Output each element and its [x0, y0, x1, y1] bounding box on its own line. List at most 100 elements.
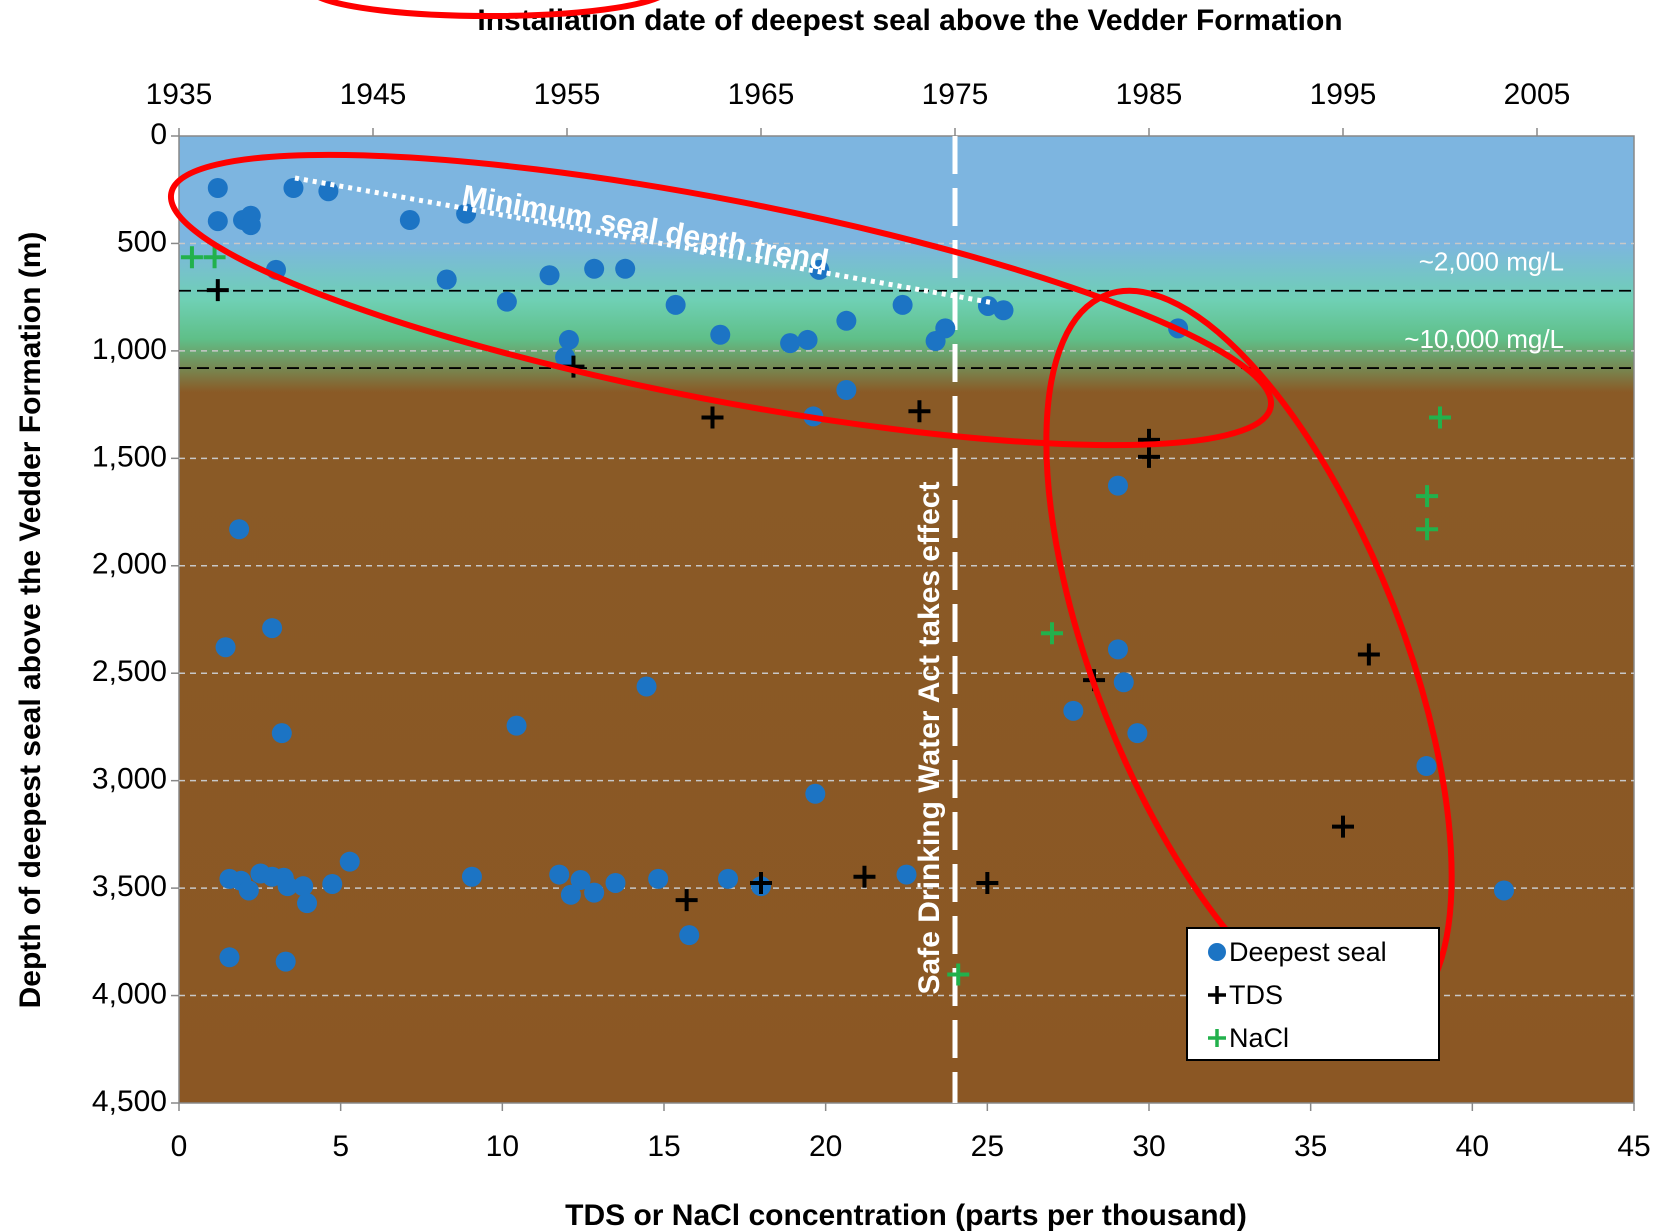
scatter-point — [1041, 622, 1063, 645]
scatter-point — [207, 211, 228, 232]
scatter-point — [836, 379, 857, 400]
legend-label: NaCl — [1229, 1023, 1289, 1053]
scatter-point — [558, 329, 579, 350]
scatter-point — [539, 265, 560, 286]
scatter-point — [675, 889, 698, 912]
y-tick-label: 3,500 — [92, 870, 167, 903]
scatter-point — [293, 876, 314, 897]
y-tick-label: 1,000 — [92, 333, 167, 366]
scatter-point — [797, 329, 818, 350]
legend-label: Deepest seal — [1229, 937, 1387, 967]
scatter-point — [1494, 880, 1515, 901]
scatter-point — [277, 876, 298, 897]
scatter-point — [496, 291, 517, 312]
scatter-point — [892, 294, 913, 315]
scatter-point — [976, 871, 999, 894]
scatter-point — [283, 178, 304, 199]
x-tick-label: 35 — [1294, 1130, 1327, 1163]
scatter-point — [1416, 518, 1439, 541]
x2-tick-label: 2005 — [1504, 78, 1571, 111]
threshold-label: ~10,000 mg/L — [1404, 324, 1564, 354]
scatter-point — [836, 310, 857, 331]
scatter-point — [238, 880, 259, 901]
scatter-point — [555, 347, 576, 368]
legend-label: TDS — [1229, 980, 1283, 1010]
x-tick-label: 10 — [486, 1130, 519, 1163]
scatter-point — [947, 963, 970, 986]
y-axis-label: Depth of deepest seal above the Vedder F… — [14, 232, 47, 1009]
x-tick-label: 30 — [1132, 1130, 1165, 1163]
x2-tick-label: 1985 — [1116, 78, 1183, 111]
scatter-point — [1107, 639, 1128, 660]
legend-marker — [1208, 943, 1226, 961]
scatter-point — [506, 715, 527, 736]
x-tick-label: 25 — [971, 1130, 1004, 1163]
y-tick-label: 1,500 — [92, 440, 167, 473]
scatter-point — [679, 925, 700, 946]
legend-box — [1186, 927, 1440, 1061]
x2-tick-label: 1955 — [534, 78, 601, 111]
x2-tick-label: 1995 — [1310, 78, 1377, 111]
y-tick-label: 2,000 — [92, 548, 167, 581]
scatter-point — [1113, 672, 1134, 693]
scatter-point — [549, 864, 570, 885]
scatter-point — [1063, 700, 1084, 721]
scatter-point — [271, 723, 292, 744]
scatter-point — [570, 869, 591, 890]
x-axis-label: TDS or NaCl concentration (parts per tho… — [565, 1199, 1247, 1231]
scatter-point — [1416, 485, 1439, 508]
x-tick-label: 0 — [171, 1130, 188, 1163]
y-tick-label: 0 — [150, 118, 167, 151]
y-tick-label: 4,500 — [92, 1085, 167, 1118]
scatter-point — [180, 246, 203, 269]
scatter-point — [297, 893, 318, 914]
threshold-label: ~2,000 mg/L — [1419, 247, 1564, 277]
scatter-point — [339, 851, 360, 872]
event-label: Safe Drinking Water Act takes effect — [913, 482, 946, 995]
scatter-point — [436, 269, 457, 290]
highlight-ellipse — [167, 151, 1275, 449]
y-tick-label: 4,000 — [92, 977, 167, 1010]
scatter-point — [322, 874, 343, 895]
x2-tick-label: 1935 — [146, 78, 213, 111]
scatter-point — [219, 947, 240, 968]
legend-marker — [1208, 986, 1226, 1004]
legend-marker — [1208, 1029, 1226, 1047]
x2-tick-label: 1975 — [922, 78, 989, 111]
scatter-point — [750, 871, 772, 894]
scatter-point — [203, 246, 226, 269]
x2-tick-label: 1945 — [340, 78, 407, 111]
scatter-point — [605, 872, 626, 893]
scatter-point — [1429, 406, 1451, 429]
x-tick-label: 5 — [332, 1130, 349, 1163]
scatter-point — [461, 866, 482, 887]
scatter-point — [584, 258, 605, 279]
y-tick-label: 2,500 — [92, 655, 167, 688]
scatter-point — [1127, 723, 1148, 744]
scatter-point — [1332, 815, 1354, 838]
scatter-point — [615, 258, 636, 279]
scatter-point — [262, 618, 283, 639]
scatter-point — [207, 178, 228, 199]
scatter-point — [718, 868, 739, 889]
scatter-point — [560, 884, 581, 905]
highlight-ellipse — [317, 0, 661, 19]
scatter-point — [456, 203, 477, 224]
scatter-point — [648, 868, 669, 889]
scatter-point — [993, 300, 1014, 321]
scatter-point — [710, 324, 731, 345]
scatter-point — [215, 637, 236, 658]
x-tick-label: 45 — [1617, 1130, 1650, 1163]
scatter-point — [1416, 756, 1437, 777]
trend-line — [294, 175, 995, 306]
y-tick-label: 3,000 — [92, 763, 167, 796]
scatter-point — [908, 400, 931, 423]
scatter-point — [584, 882, 605, 903]
y-tick-label: 500 — [117, 225, 167, 258]
scatter-point — [636, 676, 657, 697]
scatter-point — [229, 519, 250, 540]
scatter-point — [701, 406, 724, 429]
scatter-point — [399, 210, 420, 231]
scatter-point — [275, 951, 296, 972]
